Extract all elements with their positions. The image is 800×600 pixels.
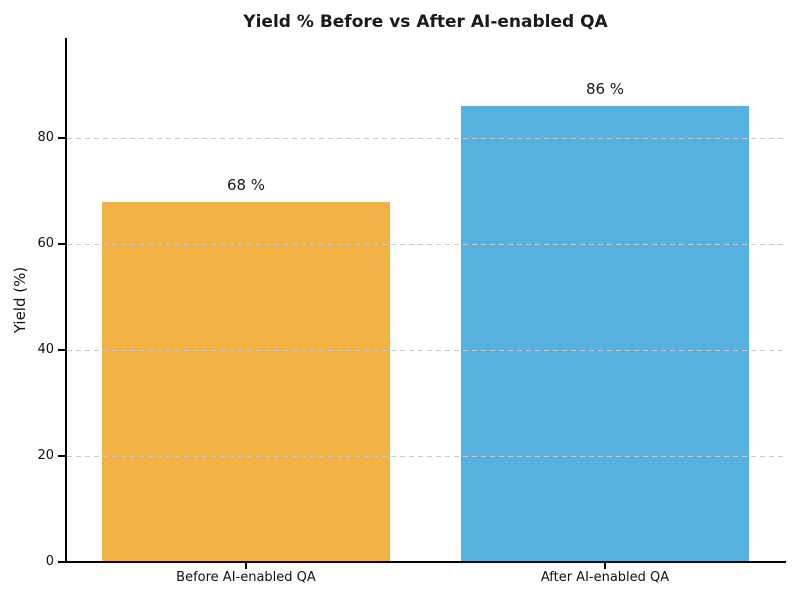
y-tick-mark-60	[58, 243, 65, 246]
gridline-80	[67, 137, 785, 139]
bar-after-ai-enabled-qa	[461, 106, 749, 562]
y-tick-label-80: 80	[37, 130, 54, 146]
bar-value-label-after-ai-enabled-qa: 86 %	[585, 80, 625, 99]
gridline-20	[67, 455, 785, 457]
x-tick-mark-before-ai-enabled-qa	[244, 563, 247, 569]
chart-title: Yield % Before vs After AI-enabled QA	[243, 12, 608, 32]
bar-before-ai-enabled-qa	[102, 201, 390, 562]
y-tick-mark-80	[58, 137, 65, 140]
y-tick-label-0: 0	[45, 554, 54, 569]
x-tick-mark-after-ai-enabled-qa	[604, 563, 607, 569]
gridline-40	[67, 349, 785, 351]
bar-value-label-before-ai-enabled-qa: 68 %	[226, 175, 266, 194]
y-tick-label-60: 60	[37, 236, 54, 252]
y-tick-mark-40	[58, 349, 65, 352]
gridline-60	[67, 243, 785, 245]
y-tick-label-40: 40	[37, 342, 54, 358]
y-tick-label-20: 20	[37, 448, 54, 464]
y-axis-label: Yield (%)	[11, 266, 29, 334]
x-axis-spine	[65, 561, 786, 563]
y-axis-spine	[65, 38, 67, 563]
y-tick-mark-0	[58, 561, 65, 563]
y-tick-mark-20	[58, 455, 65, 458]
x-tick-label-after-ai-enabled-qa: After AI-enabled QA	[540, 570, 670, 585]
x-tick-label-before-ai-enabled-qa: Before AI-enabled QA	[176, 570, 316, 585]
